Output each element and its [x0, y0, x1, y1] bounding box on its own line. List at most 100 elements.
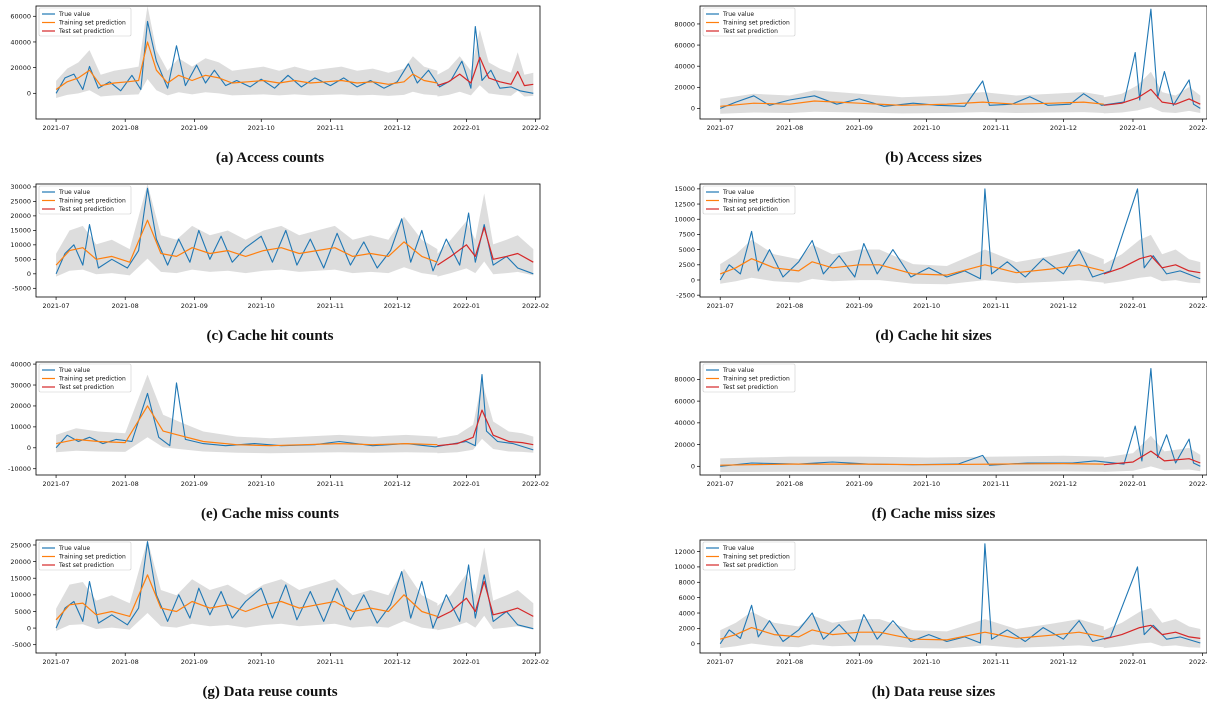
y-tick-label: 10000	[10, 591, 31, 599]
x-tick-label: 2021-12	[1050, 480, 1077, 488]
y-tick-label: 10000	[10, 241, 31, 249]
y-tick-label: 20000	[674, 441, 695, 449]
legend-box	[38, 363, 132, 393]
x-tick-label: 2021-11	[983, 302, 1010, 310]
y-tick-label: 60000	[10, 13, 31, 21]
y-tick-label: 0	[691, 276, 695, 284]
series-line-training-prediction	[719, 258, 1104, 276]
confidence-band	[720, 608, 1201, 649]
x-tick-label: 2021-09	[846, 480, 873, 488]
y-tick-label: 12500	[674, 200, 695, 208]
y-tick-label: 80000	[674, 20, 695, 28]
y-tick-label: 30000	[10, 183, 31, 191]
caption-data-reuse-counts: (g) Data reuse counts	[202, 684, 338, 700]
legend-label-test-prediction: Test set prediction	[722, 28, 778, 35]
chart-plot-cache-hit-counts: 2021-07 2021-08 2021-09 2021-10 2021-11 2021-…	[10, 183, 549, 310]
legend-label-test-prediction: Test set prediction	[58, 28, 114, 35]
legend-box	[38, 185, 132, 215]
legend-label-test-prediction: Test set prediction	[722, 206, 778, 213]
chart-panel-access-counts: 2021-07 2021-08 2021-09 2021-10 2021-11 2021-…	[0, 0, 549, 172]
legend-label-true-value: True value	[722, 189, 754, 196]
plot-frame	[35, 183, 541, 298]
x-tick-label: 2021-08	[776, 658, 803, 666]
y-tick-label: 80000	[674, 376, 695, 384]
y-tick-label: 0	[27, 624, 31, 632]
x-tick-label: 2021-07	[707, 302, 734, 310]
series-line-test-prediction	[1103, 255, 1201, 275]
y-tick-label: 40000	[10, 38, 31, 46]
chart-plot-data-reuse-counts: 2021-07 2021-08 2021-09 2021-10 2021-11 2021-…	[10, 539, 549, 666]
x-tick-label: 2021-12	[1050, 302, 1077, 310]
series-line-true-value	[55, 20, 534, 94]
confidence-band	[720, 435, 1201, 473]
y-tick-label: 0	[27, 90, 31, 98]
x-tick-label: 2022-02	[1189, 124, 1207, 132]
plot-frame	[35, 361, 541, 476]
series-line-true-value	[55, 187, 534, 275]
x-tick-label: 2021-09	[181, 124, 208, 132]
caption-data-reuse-sizes: (h) Data reuse sizes	[871, 684, 996, 700]
x-tick-label: 2021-12	[1050, 124, 1077, 132]
x-tick-label: 2021-08	[776, 124, 803, 132]
chart-panel-data-reuse-counts: 2021-07 2021-08 2021-09 2021-10 2021-11 2021-…	[0, 534, 549, 706]
x-tick-label: 2021-09	[181, 302, 208, 310]
y-tick-label: 0	[691, 463, 695, 471]
y-tick-label: 5000	[14, 608, 31, 616]
x-tick-label: 2021-07	[42, 124, 69, 132]
y-tick-label: 15000	[674, 185, 695, 193]
plot-frame	[699, 5, 1207, 120]
y-tick-label: 12000	[674, 548, 695, 556]
x-tick-label: 2022-02	[522, 302, 549, 310]
legend-label-training-prediction: Training set prediction	[58, 376, 126, 383]
x-tick-label: 2021-10	[248, 658, 275, 666]
legend-label-training-prediction: Training set prediction	[722, 20, 790, 27]
y-tick-label: 5000	[14, 256, 31, 264]
legend-label-true-value: True value	[58, 189, 90, 196]
plot-frame	[35, 539, 541, 654]
series-line-test-prediction	[437, 56, 534, 87]
y-tick-label: 40000	[674, 419, 695, 427]
x-tick-label: 2022-01	[1119, 302, 1146, 310]
x-tick-label: 2021-08	[776, 480, 803, 488]
series-line-test-prediction	[437, 580, 534, 619]
legend-box	[38, 541, 132, 571]
y-tick-label: 0	[27, 444, 31, 452]
y-tick-label: 20000	[10, 558, 31, 566]
y-tick-label: 2500	[678, 261, 695, 269]
legend-label-true-value: True value	[58, 367, 90, 374]
x-tick-label: 2022-02	[522, 480, 549, 488]
chart-panel-access-sizes: 2021-07 2021-08 2021-09 2021-10 2021-11 2021-…	[660, 0, 1207, 172]
y-tick-label: 60000	[674, 41, 695, 49]
y-tick-label: 10000	[674, 216, 695, 224]
legend-label-true-value: True value	[722, 367, 754, 374]
y-tick-label: 60000	[674, 397, 695, 405]
y-tick-label: 0	[691, 640, 695, 648]
legend-label-training-prediction: Training set prediction	[58, 554, 126, 561]
x-tick-label: 2022-01	[1119, 480, 1146, 488]
x-tick-label: 2021-12	[384, 302, 411, 310]
y-tick-label: 2000	[678, 625, 695, 633]
x-tick-label: 2022-02	[1189, 480, 1207, 488]
legend-label-training-prediction: Training set prediction	[58, 20, 126, 27]
series-line-test-prediction	[437, 409, 534, 447]
y-tick-label: 10000	[674, 563, 695, 571]
x-tick-label: 2021-11	[983, 124, 1010, 132]
x-tick-label: 2021-11	[983, 658, 1010, 666]
legend-label-true-value: True value	[722, 545, 754, 552]
x-tick-label: 2021-07	[707, 658, 734, 666]
y-tick-label: 20000	[10, 212, 31, 220]
chart-plot-access-counts: 2021-07 2021-08 2021-09 2021-10 2021-11 2021-…	[10, 5, 549, 132]
x-tick-label: 2022-01	[1119, 124, 1146, 132]
series-line-training-prediction	[55, 574, 438, 621]
y-tick-label: -5000	[12, 641, 31, 649]
y-tick-label: 20000	[10, 64, 31, 72]
x-tick-label: 2021-10	[248, 480, 275, 488]
x-tick-label: 2022-01	[453, 480, 480, 488]
plot-frame	[35, 5, 541, 120]
x-tick-label: 2022-01	[453, 124, 480, 132]
x-tick-label: 2021-08	[112, 480, 139, 488]
caption-access-sizes: (b) Access sizes	[885, 150, 982, 166]
y-tick-label: 10000	[10, 423, 31, 431]
x-tick-label: 2021-09	[846, 302, 873, 310]
y-tick-label: 15000	[10, 227, 31, 235]
